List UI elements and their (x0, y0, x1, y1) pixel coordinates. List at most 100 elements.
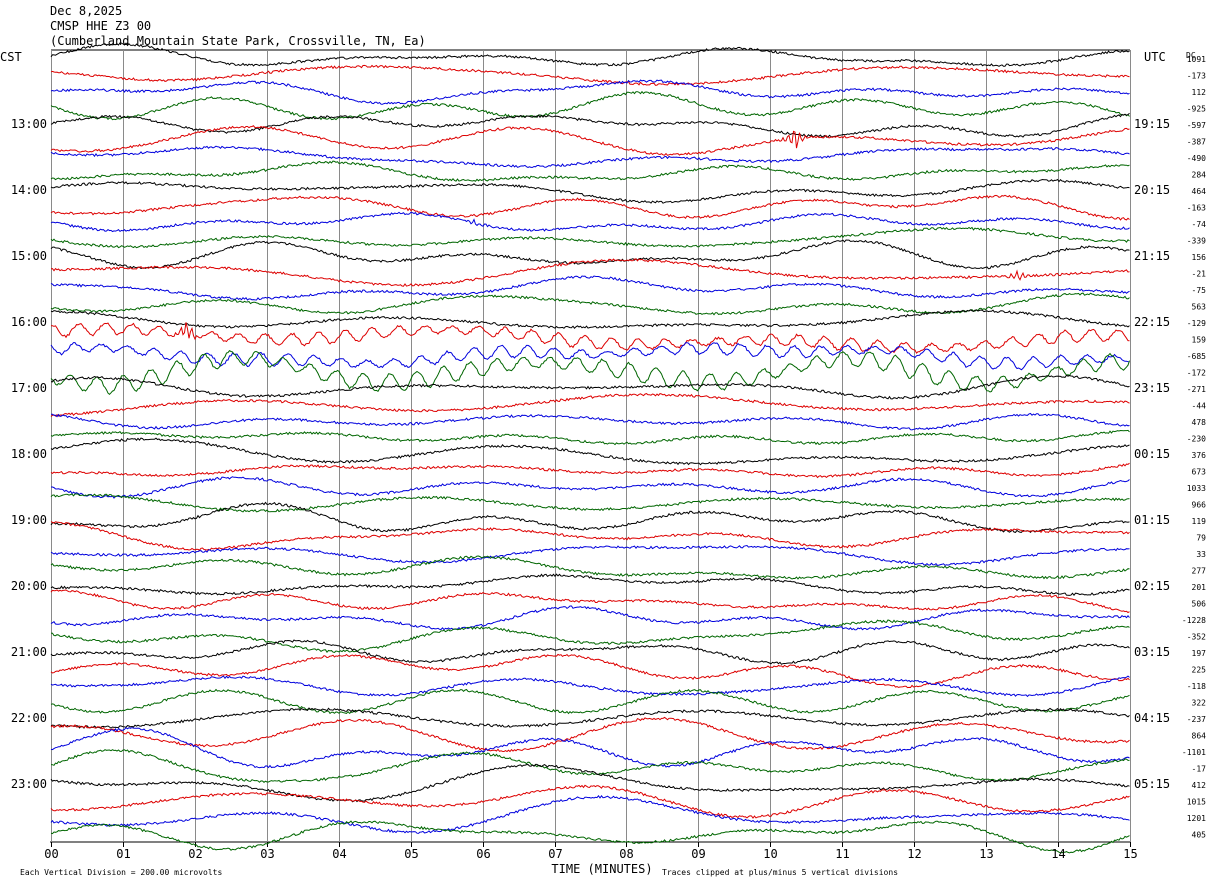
x-tick-label: 05 (404, 847, 418, 861)
dc-offset-label: -21 (1192, 270, 1207, 279)
dc-offset-label: -75 (1192, 286, 1207, 295)
trace-row-6 (50, 145, 1130, 168)
dc-offset-label: -685 (1187, 352, 1206, 361)
trace-row-31 (50, 555, 1130, 580)
dc-offset-label: -74 (1192, 220, 1207, 229)
dc-offset-label: -44 (1192, 402, 1207, 411)
dc-offset-label: 159 (1192, 336, 1207, 345)
dc-offset-label: 79 (1196, 534, 1206, 543)
cst-axis-label: CST (0, 50, 22, 64)
cst-hour-label: 14:00 (11, 183, 47, 197)
dc-offset-label: 156 (1192, 253, 1207, 262)
trace-row-2 (50, 79, 1130, 105)
x-tick-label: 06 (476, 847, 490, 861)
dc-offset-label: 1033 (1187, 484, 1206, 493)
dc-offset-label: -490 (1187, 154, 1206, 163)
trace-row-24 (50, 437, 1130, 466)
axis-labels: 00 01 02 03 04 05 06 07 08 09 10 11 12 13 14 151091-173… (0, 50, 1206, 877)
trace-row-23 (50, 429, 1130, 446)
x-tick-label: 14 (1051, 847, 1065, 861)
trace-row-33 (50, 589, 1130, 614)
trace-row-21 (50, 393, 1130, 417)
trace-row-15 (50, 292, 1130, 316)
x-tick-label: 03 (260, 847, 274, 861)
trace-row-40 (50, 707, 1130, 729)
utc-hour-label: 05:15 (1134, 777, 1170, 791)
x-tick-label: 08 (619, 847, 633, 861)
dc-offset-label: 284 (1192, 171, 1207, 180)
dc-offset-label: 412 (1192, 781, 1207, 790)
dc-offset-label: 464 (1192, 187, 1207, 196)
trace-row-38 (50, 675, 1130, 698)
trace-row-32 (50, 573, 1130, 597)
trace-row-13 (50, 258, 1130, 287)
trace-row-37 (50, 653, 1130, 689)
dc-offset-label: -1228 (1182, 616, 1206, 625)
dc-offset-label: -237 (1187, 715, 1206, 724)
dc-offset-label: -173 (1187, 72, 1206, 81)
trace-row-8 (50, 178, 1130, 204)
x-tick-label: 02 (188, 847, 202, 861)
trace-row-22 (51, 412, 1130, 431)
utc-hour-label: 00:15 (1134, 447, 1170, 461)
dc-offset-label: 405 (1192, 831, 1207, 840)
trace-row-35 (50, 619, 1130, 654)
trace-row-4 (50, 112, 1130, 138)
dc-offset-label: 112 (1192, 88, 1207, 97)
scale-note: Each Vertical Division = 200.00 microvol… (20, 868, 222, 877)
trace-row-3 (50, 90, 1130, 121)
utc-hour-label: 20:15 (1134, 183, 1170, 197)
dc-offset-label: -1101 (1182, 748, 1206, 757)
trace-row-12 (50, 239, 1130, 270)
cst-hour-label: 17:00 (11, 381, 47, 395)
x-tick-label: 01 (116, 847, 130, 861)
cst-hour-label: 20:00 (11, 579, 47, 593)
utc-hour-label: 23:15 (1134, 381, 1170, 395)
cst-hour-label: 16:00 (11, 315, 47, 329)
dc-offset-label: 1201 (1187, 814, 1206, 823)
dc-offset-label: 119 (1192, 517, 1207, 526)
x-tick-label: 11 (835, 847, 849, 861)
trace-row-44 (50, 763, 1130, 803)
trace-row-41 (50, 716, 1130, 753)
dc-offset-label: 864 (1192, 732, 1207, 741)
trace-row-1 (50, 64, 1130, 86)
cst-hour-label: 18:00 (11, 447, 47, 461)
trace-row-29 (50, 521, 1130, 551)
dc-offset-label: -925 (1187, 105, 1206, 114)
dc-offset-label: 277 (1192, 567, 1207, 576)
trace-row-45 (50, 784, 1130, 819)
trace-row-17 (51, 322, 1130, 354)
x-tick-label: 04 (332, 847, 346, 861)
utc-hour-label: 02:15 (1134, 579, 1170, 593)
x-tick-label: 07 (548, 847, 562, 861)
cst-hour-label: 19:00 (11, 513, 47, 527)
station-location: (Cumberland Mountain State Park, Crossvi… (50, 34, 426, 48)
x-tick-label: 15 (1123, 847, 1137, 861)
trace-row-9 (50, 194, 1130, 221)
x-tick-label: 10 (763, 847, 777, 861)
trace-row-46 (50, 794, 1130, 834)
dc-offset-label: 197 (1192, 649, 1207, 658)
trace-row-39 (50, 688, 1130, 715)
dc-offset-label: -17 (1192, 765, 1207, 774)
trace-row-10 (50, 211, 1130, 233)
record-date: Dec 8,2025 (50, 4, 123, 18)
trace-row-36 (50, 639, 1130, 665)
dc-offset-label: -597 (1187, 121, 1206, 130)
x-axis-title: TIME (MINUTES) (551, 862, 652, 876)
trace-row-27 (50, 493, 1130, 513)
dc-offset-label: 225 (1192, 666, 1207, 675)
trace-row-20 (50, 374, 1130, 400)
trace-row-28 (50, 501, 1130, 533)
trace-row-16 (50, 309, 1130, 329)
dc-offset-label: -387 (1187, 138, 1206, 147)
trace-row-25 (50, 462, 1130, 479)
dc-offset-label: -230 (1187, 435, 1206, 444)
cst-hour-label: 13:00 (11, 117, 47, 131)
clipping-note: Traces clipped at plus/minus 5 vertical … (662, 868, 898, 877)
dc-offset-label: -129 (1187, 319, 1206, 328)
trace-row-30 (50, 544, 1130, 566)
dc-offset-label: 1015 (1187, 798, 1206, 807)
trace-row-5 (50, 125, 1130, 156)
